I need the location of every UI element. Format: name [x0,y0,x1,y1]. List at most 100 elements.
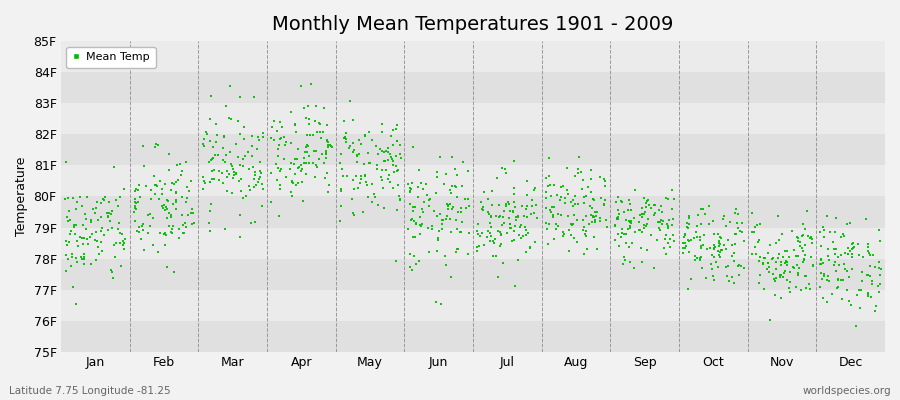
Point [711,248,725,254]
Bar [61,290,885,321]
Point [375,129,390,136]
Point [609,216,624,222]
Point [354,175,368,182]
Point [837,261,851,268]
Point [590,246,605,252]
Point [75,203,89,209]
Point [863,252,878,258]
Point [162,210,176,216]
Point [164,214,178,221]
Point [805,240,819,246]
Point [482,228,496,234]
Point [692,234,706,240]
Point [842,298,856,304]
Point [243,186,257,193]
Point [220,174,234,180]
Point [492,242,507,249]
Point [490,253,504,259]
Point [435,217,449,223]
Point [662,244,677,250]
Point [402,185,417,191]
Point [128,205,142,212]
Point [483,230,498,236]
Point [510,257,525,264]
Point [470,228,484,234]
Point [166,201,180,208]
Point [278,174,293,181]
Point [783,278,797,285]
Point [322,142,337,148]
Point [248,182,263,188]
Point [140,182,154,189]
Point [94,228,108,234]
Point [558,194,572,201]
Point [205,168,220,174]
Point [787,265,801,271]
Point [653,216,668,223]
Point [202,220,216,226]
Point [60,214,75,220]
Point [384,132,399,139]
Point [458,205,473,211]
Point [687,235,701,241]
Point [68,206,83,212]
Point [273,136,287,142]
Point [103,217,117,224]
Point [419,192,434,199]
Point [547,182,562,188]
Point [116,242,130,248]
Point [543,182,557,188]
Point [232,212,247,218]
Point [109,197,123,203]
Point [849,322,863,329]
Point [435,221,449,227]
Point [393,196,408,202]
Point [96,232,111,238]
Point [445,153,459,160]
Point [720,273,734,280]
Point [566,197,580,203]
Point [744,228,759,235]
Point [827,251,842,257]
Point [648,202,662,208]
Point [840,268,854,274]
Point [786,264,800,270]
Point [248,169,262,175]
Point [806,262,820,268]
Point [94,225,109,231]
Point [472,243,486,249]
Point [385,156,400,162]
Point [374,120,389,127]
Point [841,251,855,257]
Point [702,202,716,209]
Text: Latitude 7.75 Longitude -81.25: Latitude 7.75 Longitude -81.25 [9,386,171,396]
Point [80,236,94,242]
Point [428,207,442,214]
Point [363,160,377,166]
Point [518,224,532,230]
Point [146,215,160,222]
Point [268,161,283,167]
Point [641,215,655,222]
Point [576,250,590,257]
Point [277,134,292,140]
Point [794,287,808,293]
Point [320,151,334,158]
Point [354,173,368,180]
Point [454,219,469,226]
Point [279,138,293,145]
Point [769,291,783,298]
Point [409,203,423,210]
Point [64,263,78,269]
Point [583,189,598,196]
Point [217,133,231,140]
Point [767,276,781,282]
Point [806,262,820,269]
Point [250,146,265,152]
Point [158,230,172,236]
Point [421,249,436,255]
Point [634,245,648,251]
Point [843,220,858,226]
Point [383,151,398,157]
Point [860,291,875,297]
